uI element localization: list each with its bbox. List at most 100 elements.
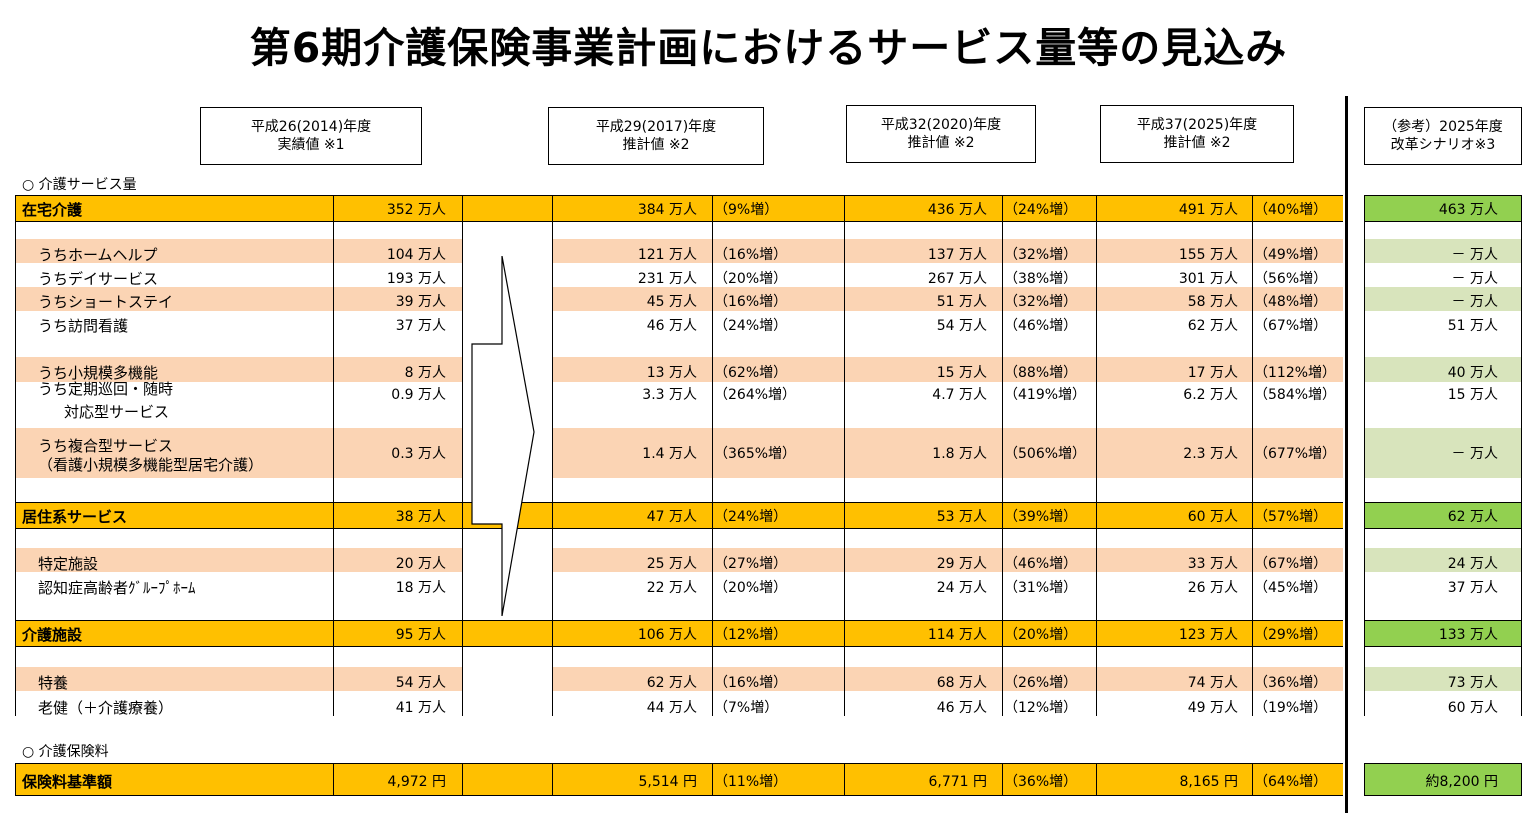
band-zaitaku [15, 195, 1343, 221]
value-2020-10: 24 万人 [936, 580, 987, 596]
value-2014-9: 20 万人 [395, 556, 446, 572]
gband-shortstay [1364, 287, 1522, 311]
row-label-13: 老健（＋介護療養） [38, 699, 174, 717]
band-tokutei [15, 548, 1343, 572]
value-2017-5: 13 万人 [646, 365, 697, 381]
pct-2017-1: （16%増） [714, 247, 788, 263]
header-reference: （参考）2025年度 改革シナリオ※3 [1364, 107, 1522, 165]
value-2014-10: 18 万人 [395, 580, 446, 596]
pct-2025-10: （45%増） [1254, 580, 1328, 596]
pct-2020-8: （39%増） [1004, 509, 1078, 525]
header-2020-line1: 平成32(2020)年度 [880, 117, 1002, 133]
pct-2020-12: （26%増） [1004, 675, 1078, 691]
value-2025-9: 33 万人 [1187, 556, 1238, 572]
pct-2025-5: （112%増） [1254, 365, 1337, 381]
pct-2017-0: （9%増） [714, 202, 779, 218]
value-2020-11: 114 万人 [927, 627, 987, 643]
value-2014-7: 0.3 万人 [391, 446, 446, 462]
hline-ref-1 [1364, 221, 1522, 222]
pct-2020-1: （32%増） [1004, 247, 1078, 263]
value-reference-4: 51 万人 [1447, 318, 1498, 334]
header-2017-line1: 平成29(2017)年度 [595, 119, 717, 135]
hline-4 [15, 620, 1343, 621]
value-2025-7: 2.3 万人 [1183, 446, 1238, 462]
value-2020-7: 1.8 万人 [932, 446, 987, 462]
gband-kyoju [1364, 502, 1522, 528]
header-2025-line2: 推計値 ※2 [1163, 135, 1231, 151]
vline-1-3 [552, 763, 553, 795]
hline-2 [15, 502, 1343, 503]
pct-2020-9: （46%増） [1004, 556, 1078, 572]
value-2025-12: 74 万人 [1187, 675, 1238, 691]
band-tokuyou [15, 667, 1343, 691]
hline-ref-2 [1364, 502, 1522, 503]
gband-zaitaku [1364, 195, 1522, 221]
pct-2017-14: （11%増） [714, 774, 788, 790]
value-2025-10: 26 万人 [1187, 580, 1238, 596]
value-2020-2: 267 万人 [927, 271, 987, 287]
value-2017-9: 25 万人 [646, 556, 697, 572]
vline-0-2 [462, 195, 463, 716]
row-label-8: 居住系サービス [22, 508, 128, 526]
value-reference-14: 約8,200 円 [1425, 774, 1498, 790]
hline-ref-6 [1364, 763, 1522, 764]
pct-2025-4: （67%増） [1254, 318, 1328, 334]
vline-1-7 [1096, 763, 1097, 795]
pct-2025-2: （56%増） [1254, 271, 1328, 287]
pct-2017-4: （24%増） [714, 318, 788, 334]
value-2014-2: 193 万人 [386, 271, 446, 287]
value-reference-5: 40 万人 [1447, 365, 1498, 381]
value-reference-10: 37 万人 [1447, 580, 1498, 596]
arrow-column-mask-3 [462, 646, 552, 716]
value-2014-0: 352 万人 [386, 202, 446, 218]
pct-2025-13: （19%増） [1254, 700, 1328, 716]
value-2017-1: 121 万人 [637, 247, 697, 263]
value-2020-13: 46 万人 [936, 700, 987, 716]
vline-1-0 [15, 763, 16, 795]
hline-ref-0 [1364, 195, 1522, 196]
pct-2017-11: （12%増） [714, 627, 788, 643]
pct-2020-6: （419%増） [1004, 387, 1087, 403]
vline-0-1 [333, 195, 334, 716]
pct-2020-7: （506%増） [1004, 446, 1087, 462]
value-2020-9: 29 万人 [936, 556, 987, 572]
vline-0-8 [1252, 195, 1253, 716]
band-kyoju [15, 502, 1343, 528]
value-2014-11: 95 万人 [395, 627, 446, 643]
value-reference-1: － 万人 [1451, 247, 1498, 263]
pct-2020-0: （24%増） [1004, 202, 1078, 218]
value-2020-0: 436 万人 [927, 202, 987, 218]
header-2017-line2: 推計値 ※2 [622, 137, 690, 153]
vline-0-7 [1096, 195, 1097, 716]
vline-0-0 [15, 195, 16, 716]
value-reference-0: 463 万人 [1438, 202, 1498, 218]
value-2014-1: 104 万人 [386, 247, 446, 263]
value-2017-7: 1.4 万人 [642, 446, 697, 462]
row-label-11: 介護施設 [22, 626, 83, 644]
vline-1-6 [1002, 763, 1003, 795]
band-shisetsu [15, 620, 1343, 646]
value-2014-8: 38 万人 [395, 509, 446, 525]
value-2025-11: 123 万人 [1178, 627, 1238, 643]
value-2025-4: 62 万人 [1187, 318, 1238, 334]
value-reference-3: － 万人 [1451, 294, 1498, 310]
pct-2020-11: （20%増） [1004, 627, 1078, 643]
band-hokenryo [15, 763, 1343, 795]
value-2020-1: 137 万人 [927, 247, 987, 263]
section-premium-title: ○ 介護保険料 [22, 744, 109, 760]
vline-0-6 [1002, 195, 1003, 716]
value-2020-8: 53 万人 [936, 509, 987, 525]
pct-2020-13: （12%増） [1004, 700, 1078, 716]
pct-2025-11: （29%増） [1254, 627, 1328, 643]
value-2025-8: 60 万人 [1187, 509, 1238, 525]
value-2017-12: 62 万人 [646, 675, 697, 691]
vline-1-2 [462, 763, 463, 795]
section-service-title: ○ 介護サービス量 [22, 177, 137, 193]
row-label-7: うち複合型サービス [38, 437, 174, 455]
pct-2017-7: （365%増） [714, 446, 797, 462]
hline-5 [15, 646, 1343, 647]
value-2017-14: 5,514 円 [638, 774, 697, 790]
band-homehelp [15, 239, 1343, 263]
pct-2025-0: （40%増） [1254, 202, 1328, 218]
value-2017-8: 47 万人 [646, 509, 697, 525]
